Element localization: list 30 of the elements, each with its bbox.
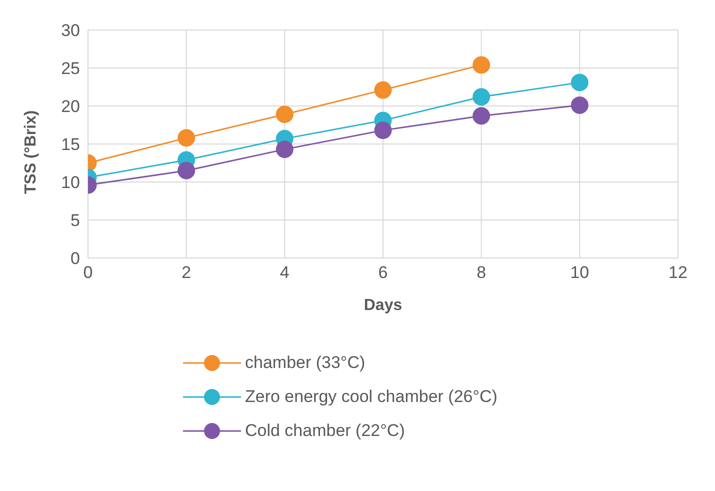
point	[570, 74, 588, 92]
y-tick-label: 0	[70, 249, 80, 268]
point	[374, 81, 392, 99]
point	[276, 106, 294, 124]
point	[374, 122, 392, 140]
x-tick-label: 2	[182, 263, 192, 282]
legend-label: Cold chamber (22°C)	[245, 421, 405, 441]
point	[570, 96, 588, 114]
point	[276, 140, 294, 158]
legend-label: Zero energy cool chamber (26°C)	[245, 387, 498, 407]
y-tick-label: 10	[61, 173, 80, 192]
y-tick-label: 25	[61, 59, 80, 78]
point	[472, 107, 490, 125]
x-tick-label: 8	[476, 263, 486, 282]
point	[178, 129, 196, 147]
point	[472, 56, 490, 74]
x-tick-label: 0	[83, 263, 93, 282]
x-tick-label: 4	[280, 263, 290, 282]
legend-label: chamber (33°C)	[245, 353, 366, 373]
y-tick-label: 30	[61, 21, 80, 40]
x-axis-title: Days	[364, 297, 402, 314]
point	[472, 88, 490, 106]
point	[178, 162, 196, 180]
y-tick-label: 15	[61, 135, 80, 154]
x-tick-label: 10	[570, 263, 590, 282]
y-tick-label: 20	[61, 97, 80, 116]
x-tick-label: 12	[668, 263, 688, 282]
y-tick-label: 5	[70, 211, 80, 230]
x-tick-label: 6	[378, 263, 388, 282]
y-axis-title: TSS (°Brix)	[22, 110, 40, 194]
